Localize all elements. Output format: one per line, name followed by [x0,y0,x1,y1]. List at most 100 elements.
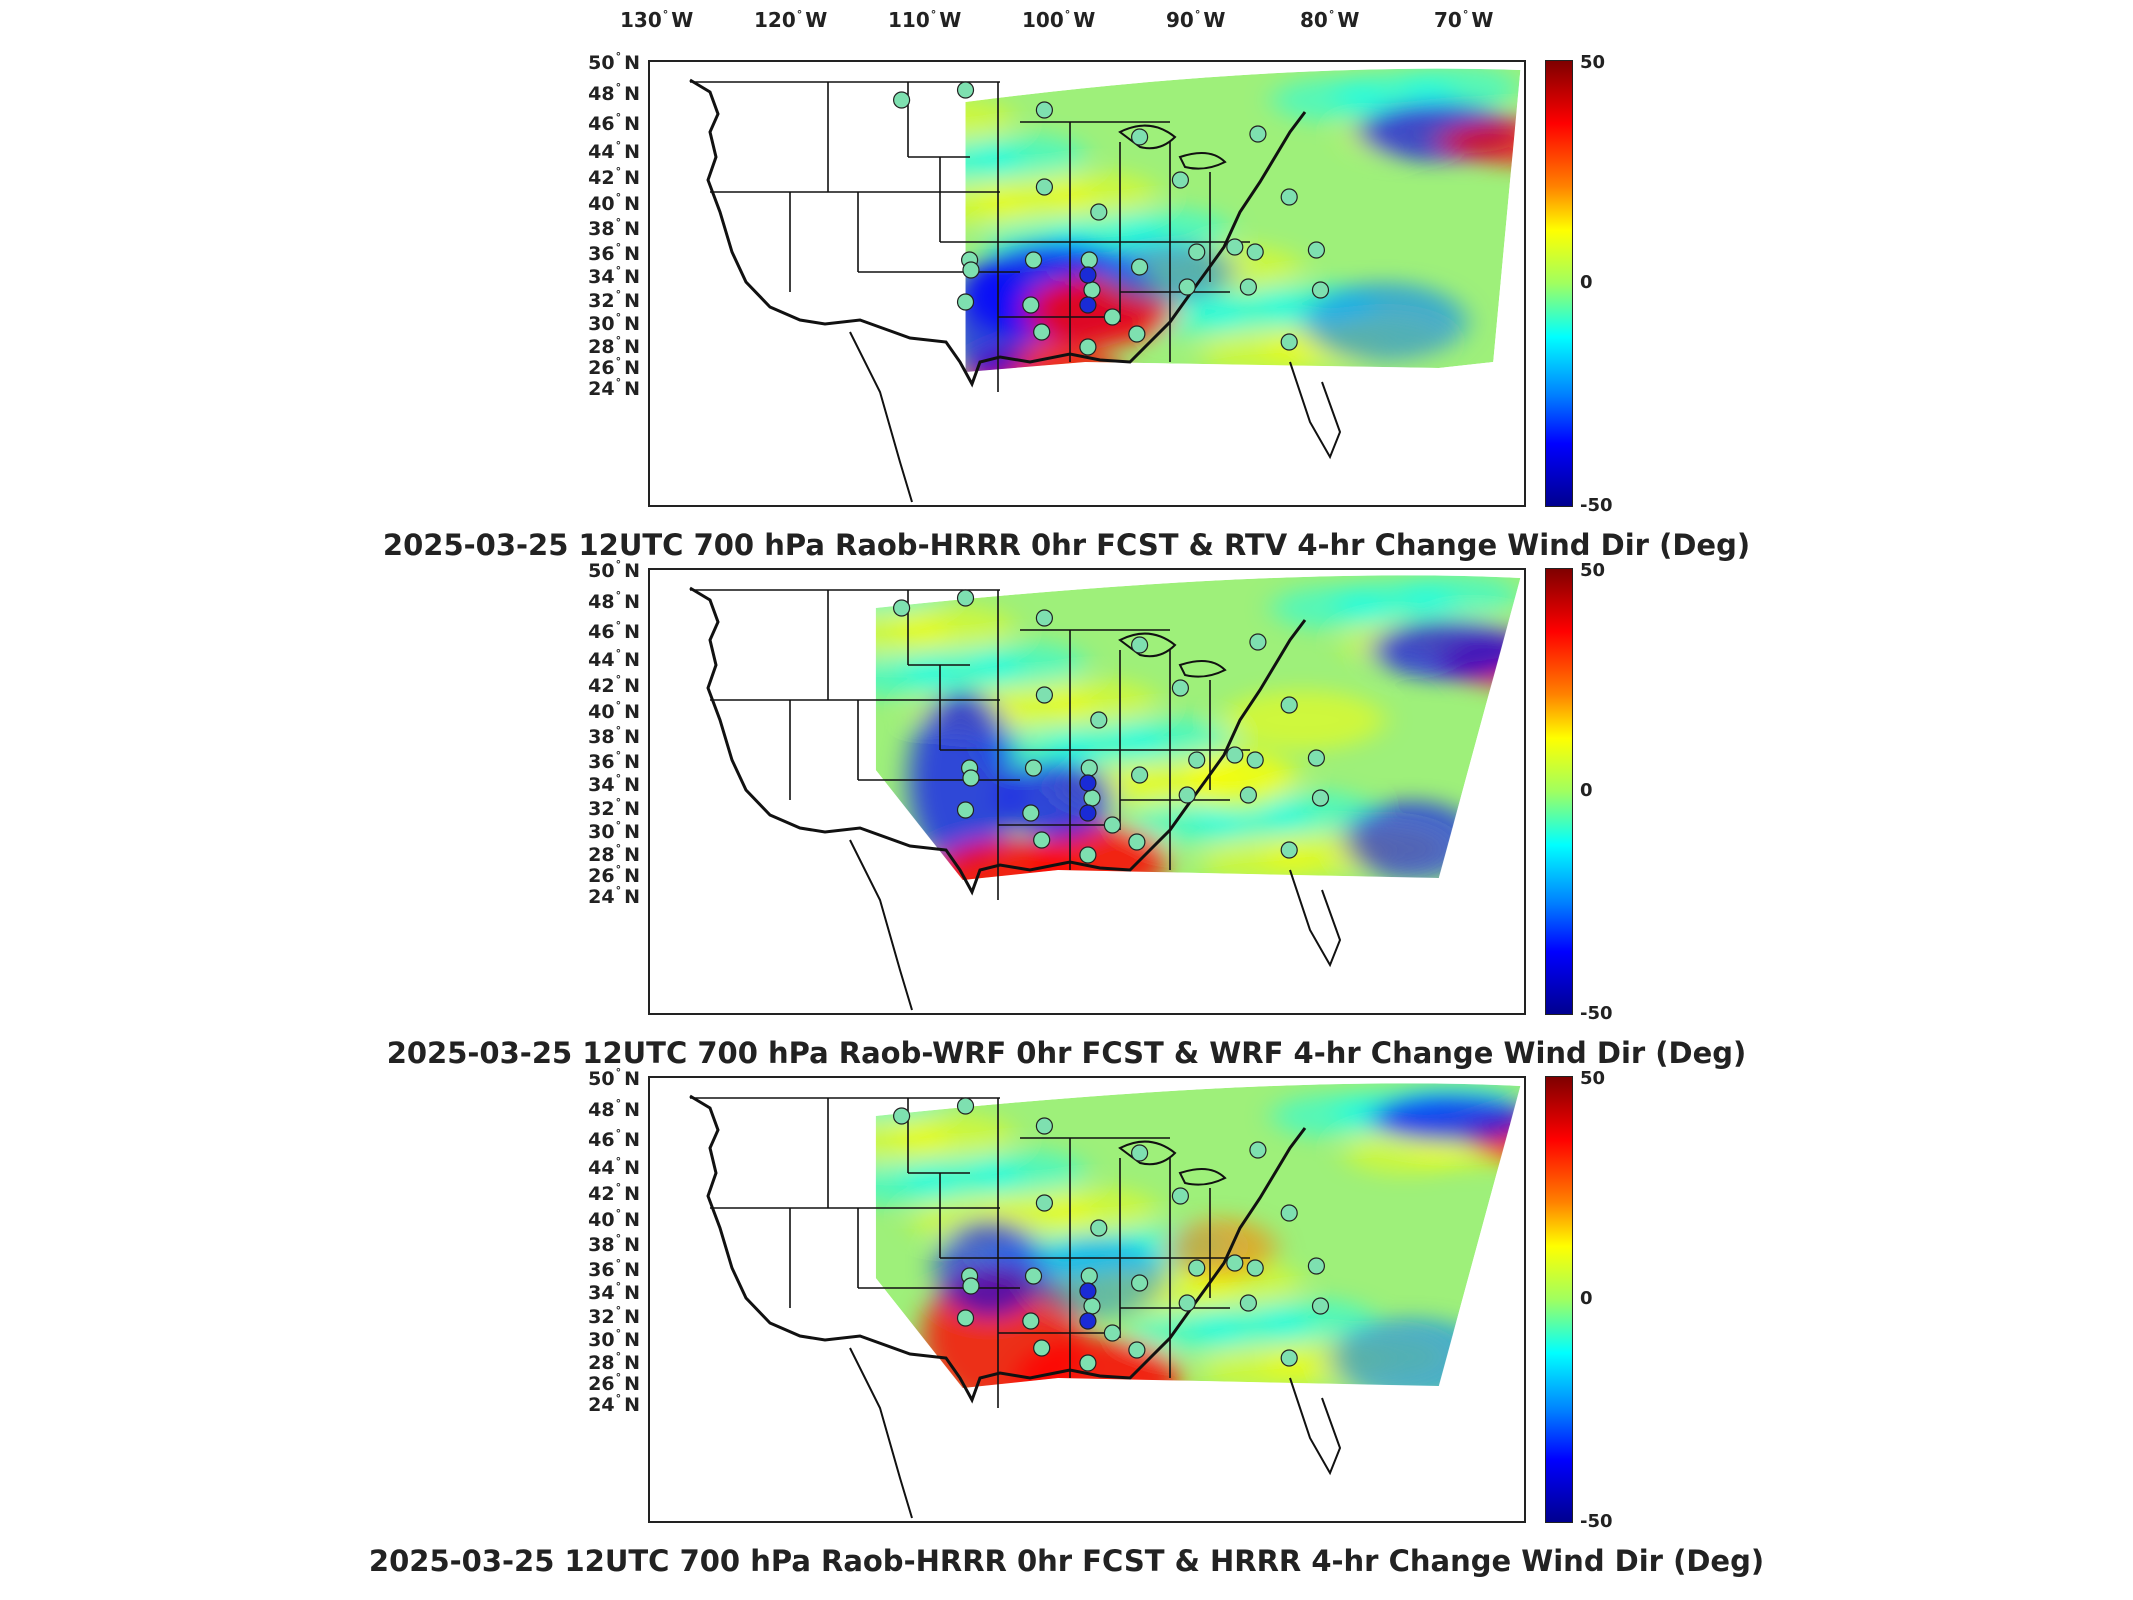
raob-station-marker [1079,774,1097,792]
raob-station-marker [962,1277,980,1295]
field-patch [1330,1318,1494,1388]
panel-title: 2025-03-25 12UTC 700 hPa Raob-WRF 0hr FC… [386,1036,1747,1070]
lat-label: 28° N [588,1350,640,1374]
raob-station-marker [1131,1274,1149,1292]
raob-station-marker [1171,679,1190,697]
lat-label: 36° N [588,1257,640,1281]
map-frame [648,60,1526,507]
colorbar-max-label: 50 [1580,52,1606,73]
field-patch [1271,586,1394,630]
raob-station-marker [1083,1297,1101,1315]
raob-station-marker [1035,178,1053,196]
raob-station-marker [1131,1144,1149,1162]
lat-label: 30° N [588,1327,640,1351]
lat-label: 38° N [588,216,640,240]
lat-label: 42° N [588,1181,640,1205]
florida-coast [1289,869,1342,968]
lat-label: 40° N [588,699,640,723]
raob-station-marker [893,91,911,109]
field-patch [1127,1310,1250,1354]
raob-station-marker [1128,833,1146,851]
lat-label: 36° N [588,749,640,773]
coastline [689,78,1307,388]
field-patch [1199,331,1322,373]
raob-station-marker [1280,1349,1298,1367]
lat-label: 24° N [588,376,640,400]
lat-label: 42° N [588,165,640,189]
lat-label: 48° N [588,81,640,105]
lat-label: 40° N [588,191,640,215]
raob-station-marker [1188,1259,1206,1277]
lat-label: 48° N [588,589,640,613]
field-patch [1520,1218,1524,1298]
raob-station-marker [1079,804,1097,822]
raob-station-marker [1079,846,1097,864]
field-patch [1127,802,1250,846]
raob-station-marker [1280,1204,1298,1222]
lat-label: 42° N [588,673,640,697]
raob-station-marker [1171,1187,1190,1205]
lat-label: 30° N [588,311,640,335]
field-patch [1248,1428,1411,1488]
field-patch [1370,620,1521,680]
lat-label: 44° N [588,139,640,163]
raob-station-marker [1079,1312,1097,1330]
coastline [689,586,1307,896]
raob-station-marker [1239,786,1258,804]
raob-station-marker [1033,323,1051,341]
raob-station-marker [1079,1282,1097,1300]
lat-label: 44° N [588,647,640,671]
state-boundaries [689,1094,1342,1519]
map-panel-hrrr-rtv: 50° N 48° N 46° N 44° N 42° N 40° N 38° N 36° N 34° N 32° N… [0,50,2133,575]
lat-label: 30° N [588,819,640,843]
lat-label: 34° N [588,1280,640,1304]
lon-label-100w: 100° W [1022,8,1096,32]
raob-station-marker [956,1309,975,1327]
raob-station-marker [893,1107,911,1125]
field-patch [820,62,942,104]
raob-station-marker [1128,1341,1146,1359]
map-svg [689,1083,1524,1519]
state-boundaries [689,78,1342,503]
raob-station-marker [1249,633,1267,651]
field-patch [1370,1093,1521,1143]
lat-label: 32° N [588,796,640,820]
field-patch [1398,412,1524,472]
coastline [689,1094,1307,1404]
colorbar-min-label: -50 [1580,1511,1613,1532]
great-lakes [1178,152,1227,170]
raob-station-marker [1239,1294,1258,1312]
panel-title: 2025-03-25 12UTC 700 hPa Raob-HRRR 0hr F… [368,1544,1765,1578]
raob-station-marker [1311,281,1330,299]
raob-station-marker [1035,1194,1053,1212]
map-panel-hrrr: 50° N 48° N 46° N 44° N 42° N 40° N 38° N 36° N 34° N 32° N… [0,1066,2133,1591]
field-patch [1520,780,1524,880]
field-patch [965,97,1015,141]
map-svg [689,575,1524,1011]
lat-label: 40° N [588,1207,640,1231]
field-patch [875,611,952,655]
map-frame [648,1076,1526,1523]
great-lakes [1118,632,1177,658]
lat-label: 34° N [588,772,640,796]
raob-station-marker [1080,759,1098,777]
field-patch [1439,920,1524,980]
field-patch [868,930,977,1010]
lat-label: 32° N [588,288,640,312]
lon-label-70w: 70° W [1434,8,1494,32]
florida-coast [1289,1377,1342,1476]
raob-station-marker [1178,1294,1196,1312]
lat-label: 26° N [588,355,640,379]
lon-label-90w: 90° W [1166,8,1226,32]
raob-station-marker [956,1097,975,1115]
colorbar-mid-label: 0 [1580,1288,1593,1309]
lon-label-120w: 120° W [754,8,828,32]
raob-station-marker [1035,609,1053,627]
lon-label-130w: 130° W [620,8,694,32]
raob-station-marker [1131,766,1149,784]
colorbar [1545,568,1573,1015]
raob-station-marker [1035,101,1053,119]
lat-label: 36° N [588,241,640,265]
lat-label: 48° N [588,1097,640,1121]
raob-station-marker [1311,789,1330,807]
